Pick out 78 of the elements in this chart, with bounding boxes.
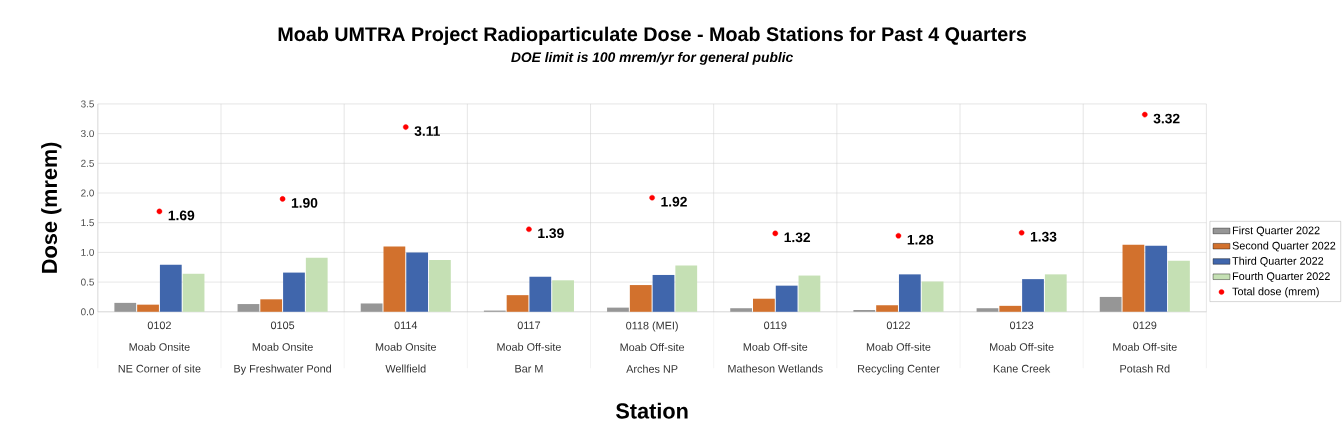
bar [159,264,182,312]
bar [1022,278,1044,312]
bar [529,276,552,312]
bar [999,305,1022,312]
bar [406,252,429,312]
point [156,208,163,214]
point [649,194,655,201]
point [1142,111,1148,118]
bar [305,257,328,312]
legend-label: Second Quarter 2022 [1232,241,1336,252]
data-label: 1.69 [168,210,195,221]
bar [383,246,406,312]
bar [182,273,205,312]
bar [775,285,798,312]
point [1018,229,1025,236]
y-tick-label: 1.5 [81,219,94,226]
chart-subtitle: DOE limit is 100 mrem/yr for general public [511,51,794,65]
bar [629,284,652,312]
bar [1145,245,1168,312]
data-label: 1.92 [661,196,687,207]
bar [1044,274,1067,312]
point [279,195,286,202]
x-axis-title: Station [615,402,688,419]
y-tick-label: 0.0 [81,308,94,316]
bar [1122,244,1145,312]
y-tick-label: 1.0 [81,248,94,256]
y-tick-label: 2.5 [81,159,94,167]
data-label: 1.90 [291,197,318,208]
bar [1099,296,1122,312]
bar [552,280,574,312]
y-tick-label: 3.0 [81,129,94,137]
chart-title: Moab UMTRA Project Radioparticulate Dose - Moab Stations for Past 4 Quarters [278,26,1027,45]
bar [921,281,944,312]
category-label: 0117 Moab Off-site Bar M [497,321,561,373]
category-label: 0102 Moab Onsite NE Corner of site [118,321,201,373]
point [402,124,409,130]
bar [506,294,529,312]
data-label: 3.11 [414,125,440,136]
data-label: 1.39 [538,228,564,238]
legend-label: Fourth Quarter 2022 [1232,271,1330,282]
category-label: 0119 Moab Off-site Matheson Wetlands [728,321,823,373]
bar [753,298,775,312]
y-tick-label: 0.5 [81,278,94,286]
bar [976,308,999,312]
category-label: 0114 Moab Onsite Wellfield [375,321,437,373]
category-label: 0105 Moab Onsite By Freshwater Pond [234,321,332,375]
point [772,230,779,236]
bar [607,307,629,312]
bar [260,299,283,312]
point [895,232,902,239]
y-axis-title: Dose (mrem) [41,142,62,273]
bar [137,304,159,312]
y-tick-label: 2.0 [81,189,94,197]
bar [675,265,698,312]
legend-label: First Quarter 2022 [1232,226,1320,236]
data-label: 3.32 [1153,113,1180,124]
y-tick-label: 3.5 [81,100,94,108]
data-label: 1.32 [784,232,811,243]
bar [114,302,137,312]
bar [360,303,383,312]
legend-label: Third Quarter 2022 [1232,256,1324,267]
bar [798,275,821,312]
data-label: 1.33 [1030,231,1057,242]
bar [898,274,921,312]
bar [1168,260,1190,312]
bar [283,272,305,312]
legend-label: Total dose (mrem) [1232,287,1319,298]
bar [429,259,451,312]
data-label: 1.28 [907,234,934,245]
bar [652,274,675,312]
point [526,226,532,232]
bar [876,305,898,312]
category-label: 0123 Moab Off-site Kane Creek [990,321,1054,373]
bar [730,308,753,312]
category-label: 0122 Moab Off-site Recycling Center [858,321,940,375]
category-label: 0118 (MEI) Moab Off-site Arches NP [620,321,685,373]
bar [237,303,260,312]
category-label: 0129 Moab Off-site Potash Rd [1113,321,1177,373]
